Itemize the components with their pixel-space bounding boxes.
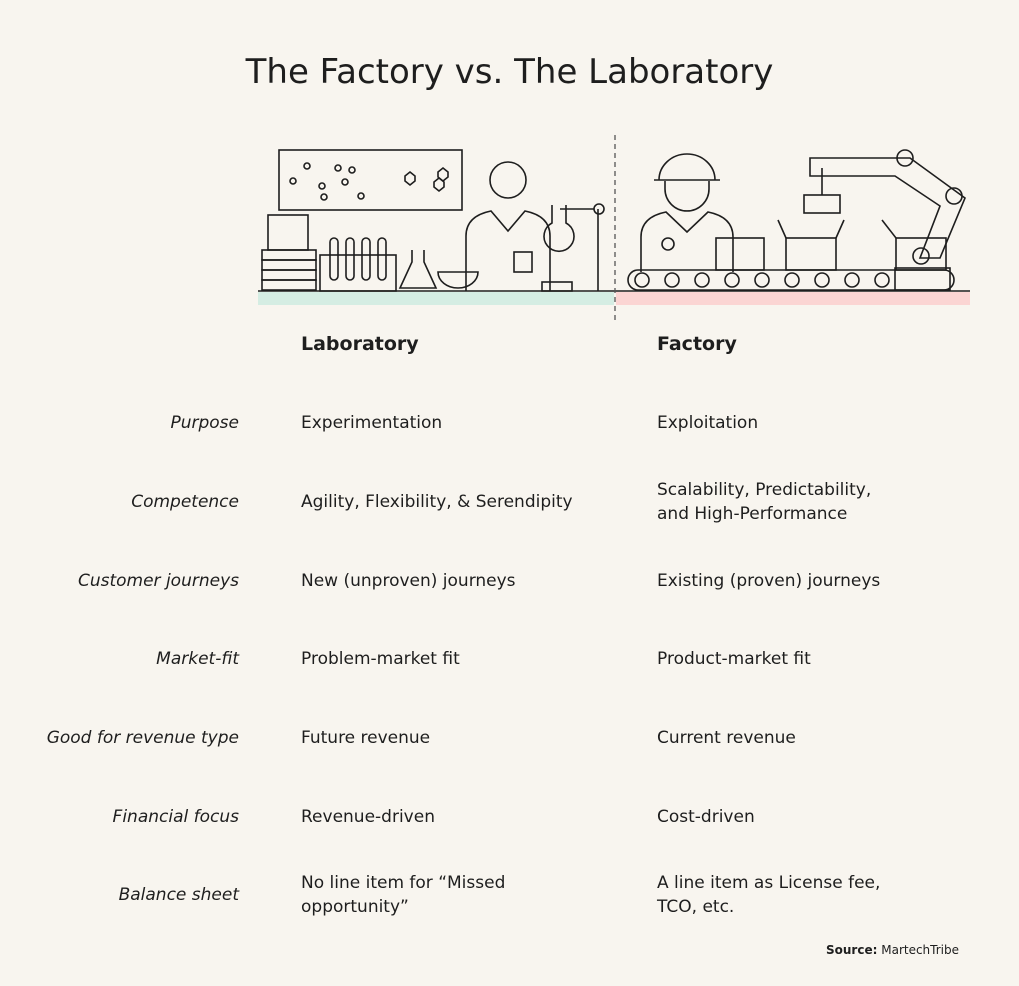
row-label: Balance sheet bbox=[118, 885, 239, 905]
factory-cell: Current revenue bbox=[657, 728, 796, 748]
column-header: Laboratory bbox=[301, 333, 419, 355]
laboratory-cell: New (unproven) journeys bbox=[301, 571, 516, 591]
factory-cell: Scalability, Predictability, and High-Pe… bbox=[657, 480, 872, 524]
row-label: Good for revenue type bbox=[46, 728, 239, 748]
column-header: Factory bbox=[657, 333, 737, 355]
row-label: Financial focus bbox=[112, 807, 239, 827]
laboratory-cell: Future revenue bbox=[301, 728, 431, 748]
source: Source: MartechTribe bbox=[826, 943, 959, 957]
row-label: Purpose bbox=[170, 413, 239, 433]
source-label: Source: bbox=[826, 943, 878, 957]
laboratory-cell: Problem-market fit bbox=[301, 649, 460, 669]
factory-cell: A line item as License fee, TCO, etc. bbox=[657, 873, 881, 917]
laboratory-cell: Agility, Flexibility, & Serendipity bbox=[301, 492, 573, 512]
row-label: Competence bbox=[131, 492, 239, 512]
factory-cell: Existing (proven) journeys bbox=[657, 571, 881, 591]
laboratory-cell: Revenue-driven bbox=[301, 807, 435, 827]
factory-cell: Cost-driven bbox=[657, 807, 755, 827]
factory-cell: Exploitation bbox=[657, 413, 759, 433]
title: The Factory vs. The Laboratory bbox=[245, 52, 774, 92]
laboratory-cell: Experimentation bbox=[301, 413, 443, 433]
row-label: Market-fit bbox=[156, 649, 239, 669]
factory-cell: Product-market fit bbox=[657, 649, 811, 669]
row-label: Customer journeys bbox=[77, 571, 239, 591]
source-name: MartechTribe bbox=[881, 943, 959, 957]
laboratory-cell: No line item for “Missed opportunity” bbox=[301, 873, 506, 917]
illustration bbox=[258, 135, 970, 320]
